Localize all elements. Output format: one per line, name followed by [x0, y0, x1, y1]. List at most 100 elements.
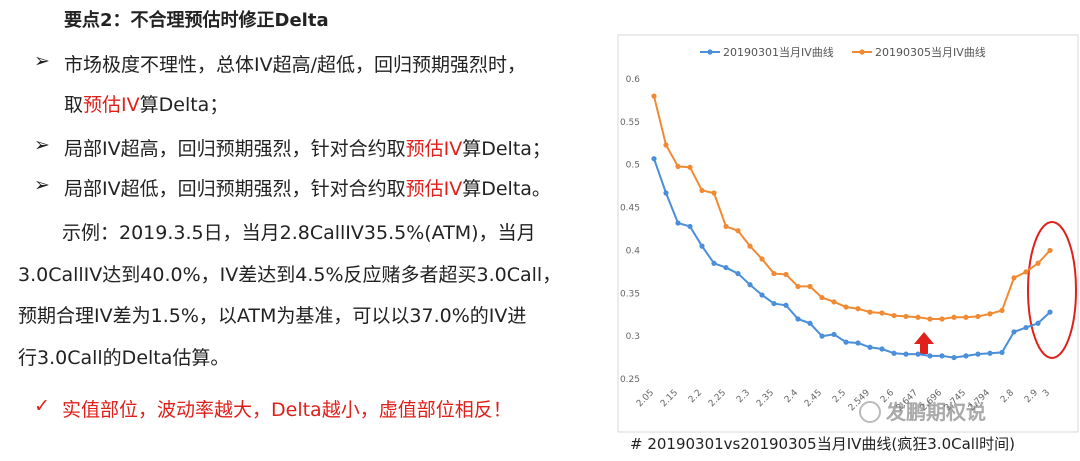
point	[711, 190, 717, 196]
text-run: 实值部位，波动率越大，Delta越小，虚值部位相反！	[62, 399, 512, 421]
point	[891, 350, 897, 356]
point	[771, 270, 777, 277]
y-tick-label: 0.3	[626, 332, 640, 342]
point	[819, 333, 825, 339]
point	[783, 271, 789, 278]
point	[951, 314, 957, 320]
point	[915, 314, 921, 320]
slide-title: 要点2：不合理预估时修正Delta	[64, 10, 329, 31]
point	[735, 228, 741, 234]
point	[867, 344, 873, 350]
conclusion: 实值部位，波动率越大，Delta越小，虚值部位相反！	[62, 395, 512, 422]
watermark: 发鹏期权说	[885, 400, 986, 424]
legend-marker	[707, 49, 713, 55]
point	[867, 309, 873, 315]
point	[675, 163, 681, 170]
bullet-line: 局部IV超高，回归预期强烈，针对合约取预估IV算Delta；	[64, 134, 551, 161]
point	[1035, 320, 1041, 326]
y-tick-label: 0.55	[620, 118, 640, 128]
point	[663, 142, 669, 148]
point	[951, 354, 957, 361]
point	[879, 310, 885, 316]
text-run: 算Delta；	[139, 94, 229, 116]
point	[651, 156, 657, 162]
watermark-icon	[859, 401, 881, 423]
point	[699, 187, 705, 194]
point	[771, 300, 777, 307]
point	[1047, 247, 1053, 254]
text-run: 市场极度不理性，总体IV超高/超低，回归预期强烈时，	[64, 54, 527, 76]
bullet-line: 局部IV超低，回归预期强烈，针对合约取预估IV算Delta。	[64, 174, 551, 201]
bullet-marker: ➢	[34, 174, 50, 196]
highlight-ellipse	[1027, 221, 1077, 359]
text-run: 预期合理IV差为1.5%，以ATM为基准，可以以37.0%的IV进	[18, 305, 527, 327]
text-run: 局部IV超低，回归预期强烈，针对合约取	[64, 178, 406, 200]
point	[807, 320, 813, 326]
text-run: 示例：2019.3.5日，当月2.8CallIV35.5%(ATM)，当月	[62, 222, 536, 244]
point	[687, 223, 693, 230]
point	[687, 164, 693, 170]
point	[963, 353, 969, 359]
point	[975, 313, 981, 320]
text-run: 算Delta；	[462, 138, 551, 160]
point	[831, 299, 837, 305]
point	[819, 294, 825, 301]
point	[1011, 329, 1017, 335]
text-run: 预估IV	[405, 178, 463, 200]
point	[987, 311, 993, 317]
point	[651, 93, 657, 99]
point	[903, 351, 909, 357]
point	[939, 353, 945, 359]
text-run: 取	[64, 94, 84, 116]
legend-label: 20190301当月IV曲线	[723, 45, 834, 59]
y-tick-label: 0.5	[626, 161, 640, 171]
legend-marker	[859, 49, 865, 55]
point	[759, 256, 765, 262]
point	[1011, 275, 1017, 281]
point	[927, 353, 933, 359]
point	[1023, 324, 1029, 331]
point	[843, 339, 849, 345]
text-run: 预估IV	[405, 138, 463, 160]
text-run: 算Delta。	[462, 178, 551, 200]
x-tick-label: 3	[1041, 388, 1052, 399]
point	[807, 283, 813, 290]
bullet-line: 取预估IV算Delta；	[64, 90, 228, 117]
bullet-line: 市场极度不理性，总体IV超高/超低，回归预期强烈时，	[64, 50, 526, 77]
point	[939, 316, 945, 322]
point	[987, 350, 993, 356]
example-line: 示例：2019.3.5日，当月2.8CallIV35.5%(ATM)，当月	[62, 218, 536, 245]
point	[1023, 269, 1029, 275]
example-line: 行3.0Call的Delta估算。	[18, 343, 229, 370]
point	[879, 346, 885, 352]
point	[747, 243, 753, 249]
chart-frame	[617, 34, 1079, 433]
point	[783, 302, 789, 308]
example-line: 预期合理IV差为1.5%，以ATM为基准，可以以37.0%的IV进	[18, 301, 526, 328]
example-line: 3.0CallIV达到40.0%，IV差达到4.5%反应赌多者超买3.0Call…	[18, 260, 561, 287]
point	[963, 314, 969, 320]
point	[795, 316, 801, 322]
text-run: 局部IV超高，回归预期强烈，针对合约取	[64, 138, 406, 160]
y-tick-label: 0.45	[620, 204, 640, 214]
point	[903, 313, 909, 320]
y-tick-label: 0.35	[620, 289, 640, 299]
point	[663, 190, 669, 196]
series-line	[653, 95, 1051, 320]
bullet-marker: ➢	[34, 50, 50, 72]
check-marker: ✓	[34, 395, 50, 417]
point	[927, 316, 933, 322]
legend-label: 20190305当月IV曲线	[875, 45, 986, 59]
point	[975, 351, 981, 357]
point	[891, 312, 897, 319]
y-tick-label: 0.6	[626, 75, 641, 85]
point	[735, 270, 741, 277]
arrow	[914, 332, 934, 354]
point	[747, 282, 753, 288]
y-tick-label: 0.4	[626, 246, 641, 256]
text-run: 行3.0Call的Delta估算。	[18, 347, 230, 369]
point	[723, 264, 729, 271]
series-line	[653, 158, 1051, 359]
point	[699, 243, 705, 249]
